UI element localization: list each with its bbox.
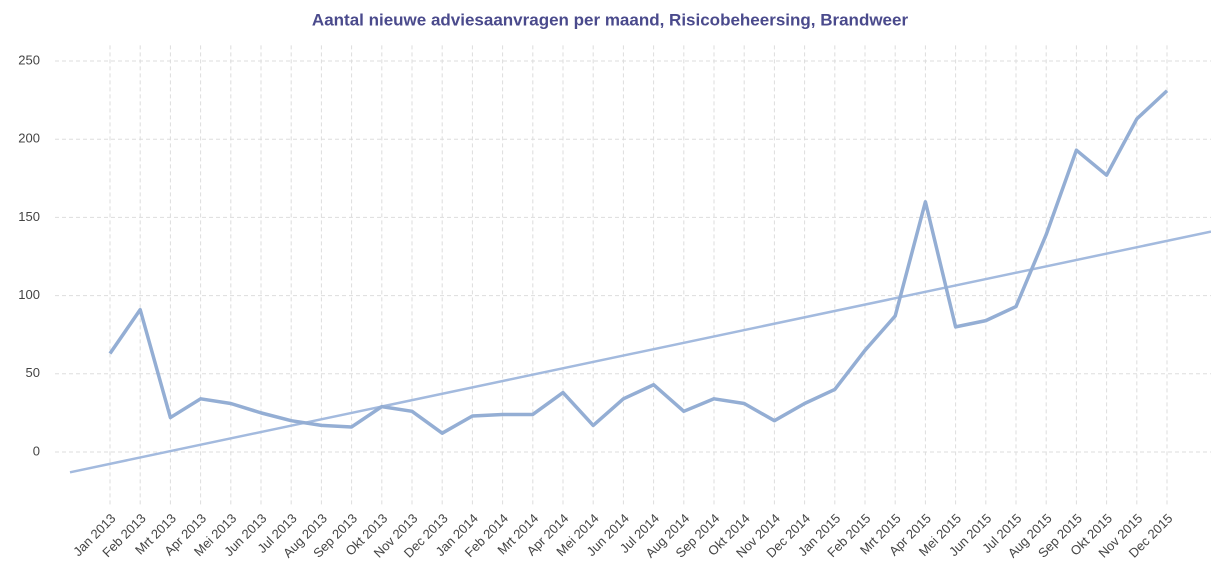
chart-title: Aantal nieuwe adviesaanvragen per maand,… bbox=[312, 10, 909, 29]
data-line bbox=[108, 89, 1169, 435]
y-tick-label: 150 bbox=[18, 209, 40, 224]
trend-line bbox=[69, 230, 1211, 474]
y-tick-label: 50 bbox=[26, 365, 40, 380]
y-tick-label: 100 bbox=[18, 287, 40, 302]
y-tick-label: 200 bbox=[18, 131, 40, 146]
y-tick-label: 250 bbox=[18, 52, 40, 67]
y-tick-label: 0 bbox=[33, 443, 40, 458]
